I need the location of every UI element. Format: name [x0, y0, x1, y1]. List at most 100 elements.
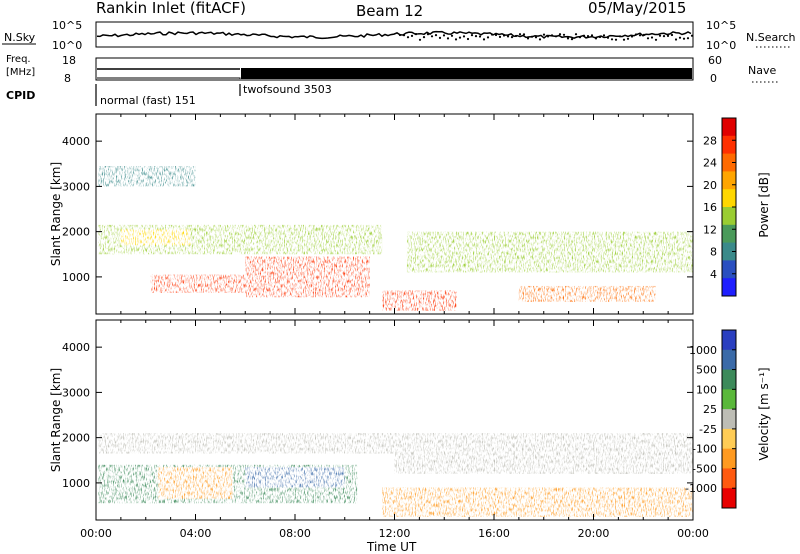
colorbar-swatch: [722, 369, 736, 390]
noise-point: [454, 38, 458, 41]
noise-point: [534, 36, 538, 39]
noise-point: [422, 36, 426, 39]
colorbar-swatch: [722, 278, 736, 297]
noise-point: [434, 34, 438, 37]
colorbar-tick-label: -500: [692, 462, 717, 475]
noise-point: [566, 37, 570, 40]
power-heatmap: [98, 166, 693, 311]
nave-tick-top: 60: [708, 54, 722, 67]
colorbar-tick-label: 16: [703, 201, 717, 214]
velocity-panel: 1000 2000 3000 4000: [62, 319, 694, 521]
noise-point: [614, 38, 618, 41]
colorbar-swatch: [722, 468, 736, 489]
nave-label: Nave: [748, 64, 776, 77]
power-panel: 1000 2000 3000 4000: [62, 113, 694, 315]
colorbar-swatch: [722, 171, 736, 190]
x-tick-label: 00:00: [677, 527, 709, 540]
noise-point: [414, 33, 418, 36]
heatmap-region: [150, 274, 246, 293]
power-colorbar: 28 24 20 16 12 8 4: [703, 117, 737, 297]
colorbar-tick-label: -100: [692, 443, 717, 456]
x-tick-label: 08:00: [279, 527, 311, 540]
heatmap-region: [406, 231, 693, 273]
heatmap-region: [245, 224, 383, 255]
noise-point: [458, 36, 462, 39]
colorbar-tick-label: 24: [703, 157, 717, 170]
noise-point: [650, 36, 654, 39]
noise-point: [642, 33, 646, 36]
noise-point: [594, 37, 598, 40]
noise-point: [622, 38, 626, 41]
colorbar-swatch: [722, 428, 736, 450]
heatmap-region: [98, 166, 196, 187]
nave-tick-bottom: 0: [710, 72, 717, 85]
freq-label: Freq.: [6, 54, 31, 65]
heatmap-region: [382, 487, 693, 517]
log-bottom-left: 10^0: [52, 39, 82, 52]
velocity-colorbar-label: Velocity [m s⁻¹]: [757, 367, 771, 460]
noise-point: [498, 35, 502, 39]
y-tick-label: 4000: [62, 135, 90, 148]
colorbar-swatch: [722, 389, 736, 410]
noise-point: [550, 34, 554, 37]
noise-point: [506, 35, 510, 38]
y-tick-label: 2000: [62, 226, 90, 239]
beam-label: Beam 12: [356, 2, 423, 20]
noise-point: [402, 34, 406, 37]
noise-point: [570, 38, 574, 41]
noise-point: [470, 34, 474, 37]
noise-point: [418, 38, 422, 41]
y-tick-label: 3000: [62, 386, 90, 399]
noise-point: [690, 34, 694, 37]
y-tick-label: 2000: [62, 432, 90, 445]
noise-point: [410, 34, 414, 38]
colorbar-tick-label: 1000: [689, 344, 717, 357]
noise-point: [634, 33, 638, 36]
cpid-row: CPID normal (fast) 151 twofsound 3503: [6, 83, 332, 107]
colorbar-swatch: [722, 260, 736, 279]
heatmap-region: [120, 229, 191, 246]
noise-point: [662, 35, 666, 38]
noise-point: [482, 38, 486, 41]
colorbar-tick-label: 500: [696, 364, 717, 377]
colorbar-tick-label: 100: [696, 383, 717, 396]
noise-point: [670, 33, 674, 37]
noise-point: [602, 34, 606, 37]
nsky-label: N.Sky: [4, 31, 36, 44]
frequency-panel: Freq. [MHz] 18 8 60 0 Nave: [6, 54, 778, 85]
noise-point: [406, 36, 410, 39]
colorbar-tick-label: 8: [710, 246, 717, 259]
noise-point: [510, 36, 514, 39]
noise-point: [494, 33, 498, 37]
x-tick-label: 00:00: [80, 527, 112, 540]
noise-point: [626, 37, 630, 40]
velocity-y-axis: 1000 2000 3000 4000: [62, 320, 694, 520]
noise-point: [490, 33, 494, 36]
heatmap-region: [245, 467, 345, 488]
noise-point: [654, 38, 658, 41]
log-top-right: 10^5: [706, 19, 736, 32]
noise-point: [426, 33, 430, 36]
noise-point: [486, 36, 490, 39]
noise-point: [630, 35, 634, 38]
noise-point: [538, 38, 542, 41]
colorbar-swatch: [722, 409, 736, 430]
nave-band: [241, 68, 692, 79]
noise-point: [554, 35, 558, 38]
x-tick-label: 12:00: [379, 527, 411, 540]
velocity-heatmap: [98, 433, 693, 517]
colorbar-tick-label: 25: [703, 403, 717, 416]
noise-point: [674, 38, 678, 41]
noise-point: [610, 38, 614, 41]
heatmap-region: [382, 290, 457, 311]
colorbar-swatch: [722, 118, 736, 137]
colorbar-swatch: [722, 189, 736, 208]
cpid-segment-twofsound: twofsound 3503: [243, 83, 332, 96]
noise-point: [442, 34, 446, 37]
colorbar-tick-label: -1000: [685, 482, 717, 495]
noise-trace: [96, 30, 692, 40]
heatmap-region: [98, 433, 693, 454]
noise-point: [558, 33, 562, 36]
radar-title: Rankin Inlet (fitACF): [96, 0, 246, 17]
